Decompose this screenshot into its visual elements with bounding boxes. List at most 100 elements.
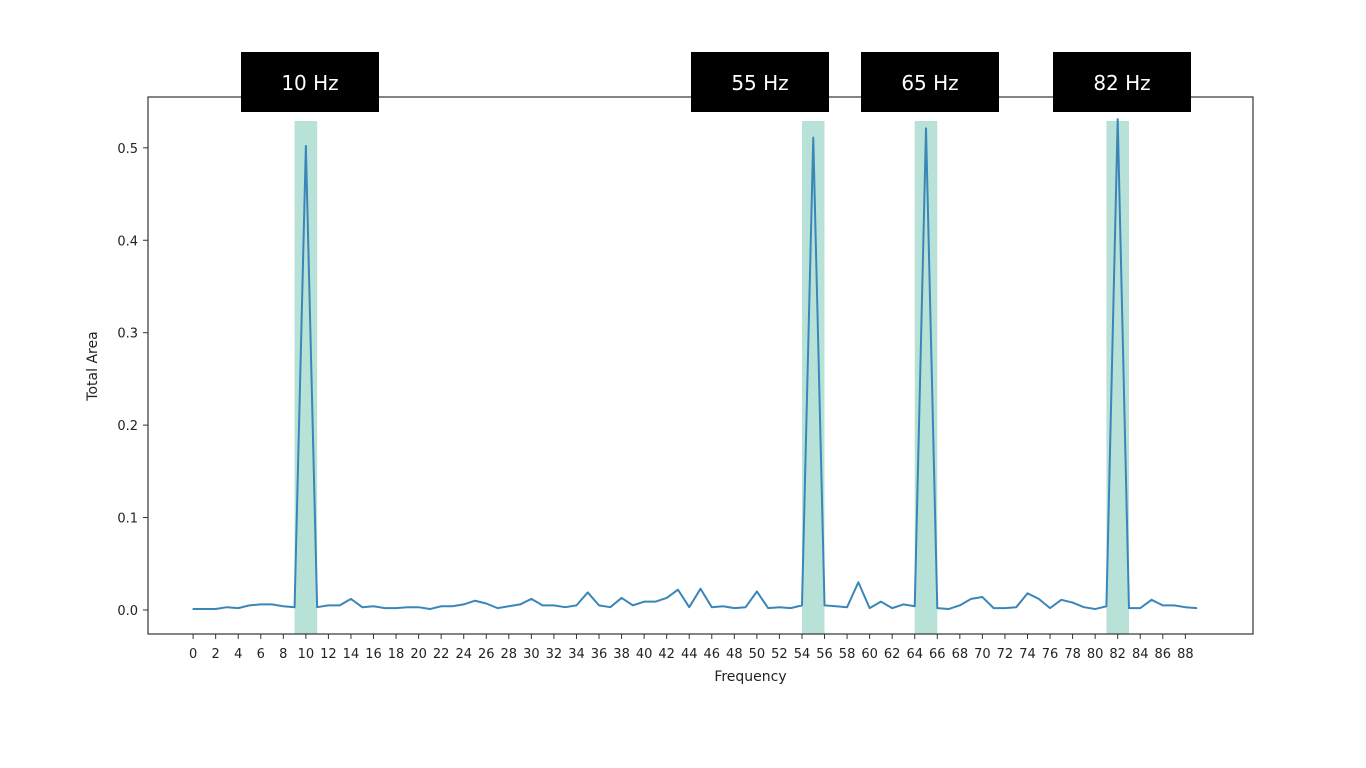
data-point [350,598,352,600]
data-point [496,607,499,609]
data-point [271,603,273,606]
series-line-0 [193,118,1197,611]
data-point [1184,606,1187,608]
data-point [609,606,612,608]
series-layer [192,118,1198,611]
frequency-callouts: 10 Hz 55 Hz 65 Hz 82 Hz [241,52,1191,112]
data-point [1150,599,1153,601]
data-point [925,127,927,130]
y-tick-label: 0.3 [117,327,138,342]
data-point [440,605,442,608]
data-point [305,145,307,147]
y-tick-label: 0.2 [117,419,138,434]
data-point [643,600,645,603]
data-point [699,587,702,590]
data-point [857,581,860,584]
data-point [226,606,228,608]
x-tick-label: 66 [929,647,946,662]
x-tick-label: 78 [1064,647,1081,662]
data-point [1161,604,1164,607]
x-tick-label: 18 [388,647,405,662]
data-point [1026,592,1029,595]
data-point [959,604,961,607]
callout-2: 65 Hz [861,52,999,112]
data-point [992,607,995,609]
data-point [519,603,521,606]
data-point [981,596,984,598]
data-point [327,604,330,607]
data-point [508,605,510,608]
data-point [1015,606,1018,608]
x-tick-label: 86 [1155,647,1172,662]
data-point [756,590,758,593]
data-point [417,606,420,608]
x-tick-label: 58 [839,647,856,662]
x-axis: 0 2 4 6 8 10 12 14 16 18 20 22 24 26 28 30 32 34 36 38 40 42 4… [189,634,1194,662]
data-point [722,605,724,608]
data-point [733,607,736,609]
data-point [1195,607,1198,609]
x-tick-label: 32 [546,647,563,662]
data-point [665,597,668,599]
data-point [620,597,623,599]
data-point [891,607,893,609]
x-tick-label: 26 [478,647,495,662]
data-point [1105,605,1108,608]
callout-box [241,52,379,112]
data-point [1071,601,1074,604]
data-point [203,608,206,610]
x-tick-label: 20 [410,647,427,662]
callout-label: 10 Hz [281,71,338,95]
data-point [947,608,950,610]
x-tick-label: 60 [861,647,878,662]
callout-label: 55 Hz [731,71,788,95]
data-point [575,604,578,607]
x-tick-label: 10 [298,647,315,662]
data-point [1083,606,1085,608]
data-point [778,606,781,608]
x-tick-label: 22 [433,647,450,662]
y-tick-label: 0.1 [117,512,138,527]
data-point [462,603,465,606]
data-point [451,605,454,608]
x-tick-label: 76 [1042,647,1059,662]
data-point [789,607,792,609]
data-point [688,606,691,608]
data-point [485,602,488,605]
y-axis: 0.0 0.1 0.2 0.3 0.4 0.5 [117,142,148,619]
data-point [744,606,747,608]
callout-label: 65 Hz [901,71,958,95]
data-point [474,599,476,602]
x-tick-label: 24 [455,647,472,662]
data-point [902,603,905,606]
data-point [710,606,713,608]
callout-1: 55 Hz [691,52,829,112]
x-tick-label: 0 [189,647,197,662]
x-tick-label: 12 [320,647,337,662]
x-tick-label: 70 [974,647,991,662]
highlight-bands [294,121,1129,634]
callout-3: 82 Hz [1053,52,1191,112]
x-tick-label: 14 [343,647,360,662]
x-tick-label: 52 [771,647,788,662]
data-point [1037,598,1040,600]
x-tick-label: 44 [681,647,698,662]
x-tick-label: 82 [1109,647,1126,662]
data-point [632,604,634,607]
x-tick-label: 40 [636,647,653,662]
data-point [564,606,566,608]
y-tick-label: 0.5 [117,142,138,157]
data-point [835,605,837,608]
x-tick-label: 6 [257,647,265,662]
data-point [598,604,600,607]
data-point [913,605,916,608]
data-point [801,604,803,607]
data-point [880,600,882,603]
x-tick-label: 2 [212,647,220,662]
x-tick-label: 34 [568,647,585,662]
x-tick-label: 64 [906,647,923,662]
highlight-band-3 [1106,121,1129,634]
data-point [406,606,409,608]
data-point [553,604,555,607]
